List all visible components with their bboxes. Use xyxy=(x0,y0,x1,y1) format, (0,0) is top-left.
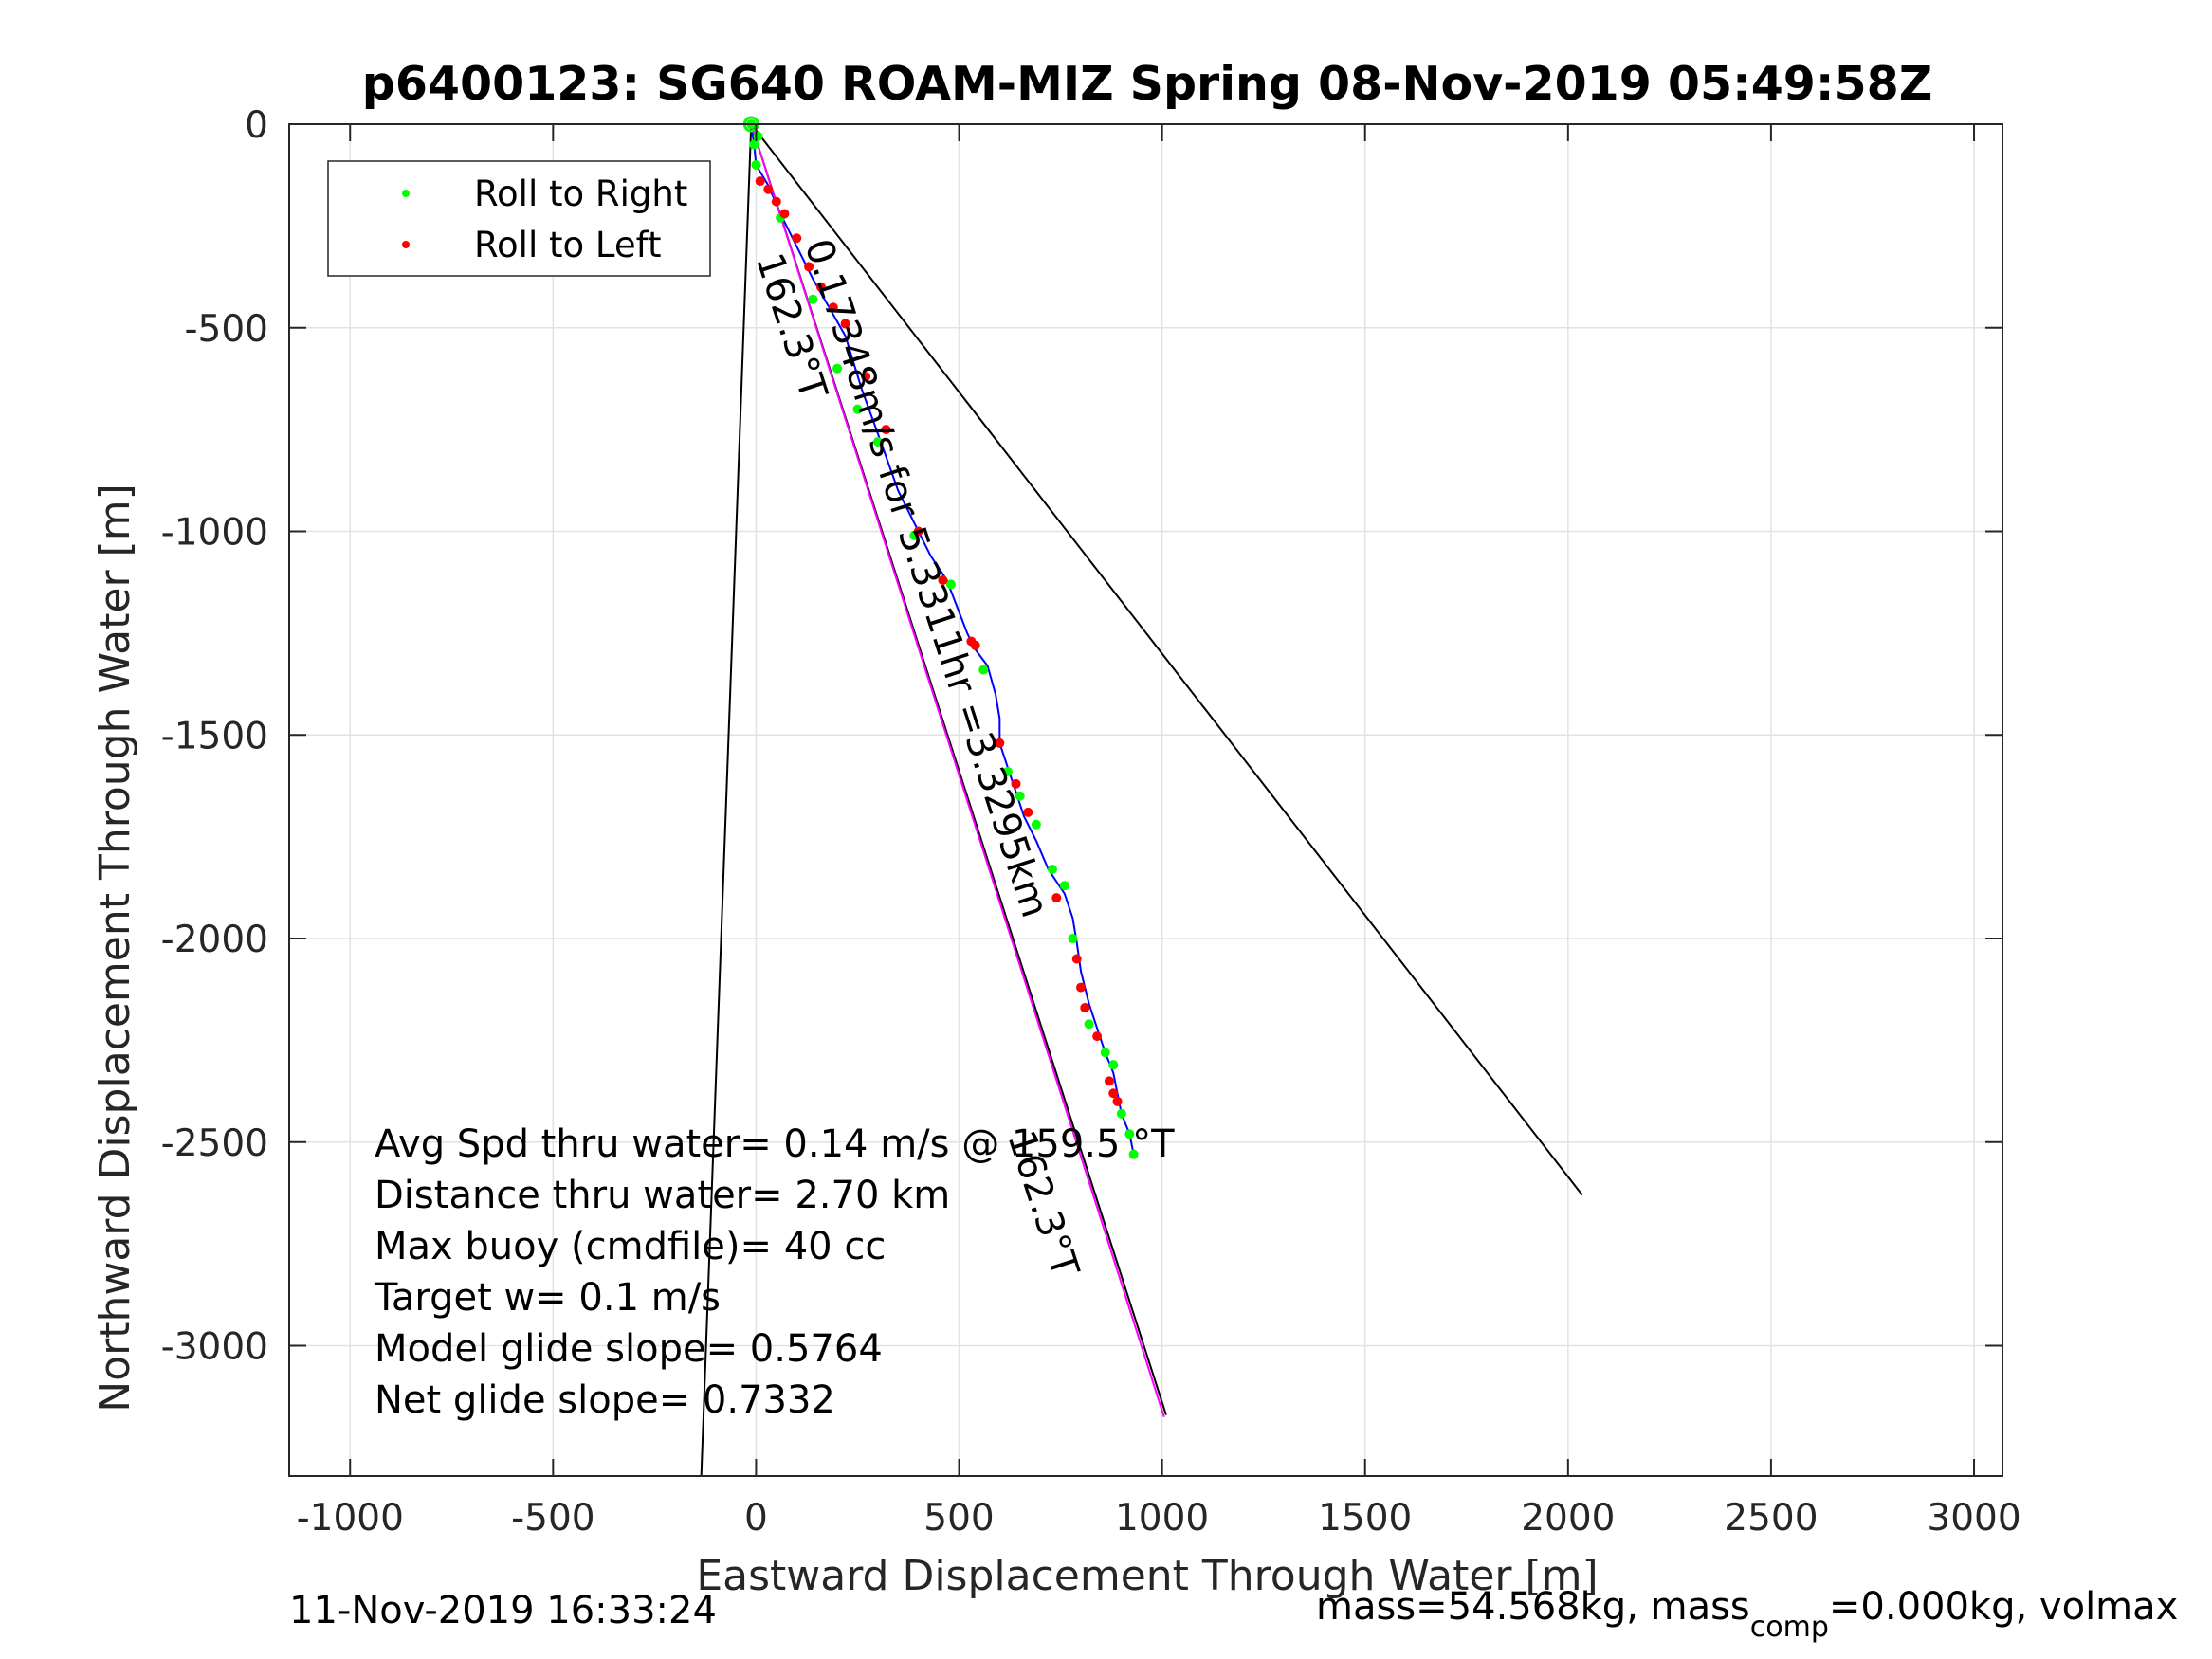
point-roll-to-left xyxy=(913,526,923,537)
point-roll-to-left xyxy=(779,209,790,219)
legend-box xyxy=(327,160,711,277)
legend-label-roll-left: Roll to Left xyxy=(474,225,662,265)
footer-mass: mass=54.568kg, masscomp=0.000kg, volmax xyxy=(1316,1585,2178,1644)
footer-mass-suffix: =0.000kg, volmax xyxy=(1829,1585,2178,1629)
point-roll-to-right xyxy=(1048,865,1058,875)
x-tick-label: 0 xyxy=(744,1497,768,1540)
y-axis-label: Northward Displacement Through Water [m] xyxy=(91,483,139,1412)
point-roll-to-left xyxy=(1108,1088,1119,1099)
series-line-3 xyxy=(750,123,1135,1155)
point-roll-to-left xyxy=(970,640,980,650)
x-tick-label: -1000 xyxy=(297,1497,404,1540)
point-roll-to-right xyxy=(1002,766,1013,776)
point-roll-to-right xyxy=(1108,1060,1119,1070)
point-roll-to-left xyxy=(804,262,814,272)
footer-timestamp: 11-Nov-2019 16:33:24 xyxy=(289,1589,717,1632)
x-tick-label: 1500 xyxy=(1318,1497,1412,1540)
point-roll-to-left xyxy=(1023,807,1033,817)
stat-max-buoy: Max buoy (cmdfile)= 40 cc xyxy=(375,1225,886,1268)
footer-mass-prefix: mass=54.568kg, mass xyxy=(1316,1585,1750,1629)
grid-lines xyxy=(289,123,2002,1476)
point-roll-to-left xyxy=(1092,1031,1103,1042)
point-roll-to-left xyxy=(861,372,871,382)
point-roll-to-right xyxy=(751,159,761,170)
legend-label-roll-right: Roll to Right xyxy=(474,173,687,214)
point-roll-to-right xyxy=(808,294,818,304)
legend-marker-roll-left xyxy=(402,241,410,248)
reference-line-3 xyxy=(750,123,1583,1196)
point-roll-to-right xyxy=(1068,934,1078,944)
point-roll-to-left xyxy=(1051,893,1062,903)
y-tick-label: -2500 xyxy=(161,1122,268,1165)
point-roll-to-left xyxy=(1075,982,1086,993)
y-tick-label: -500 xyxy=(184,308,268,351)
stat-distance: Distance thru water= 2.70 km xyxy=(375,1174,950,1217)
series-layer xyxy=(750,123,1165,1418)
point-roll-to-left xyxy=(938,575,948,586)
y-tick-label: -3000 xyxy=(161,1326,268,1369)
point-roll-to-left xyxy=(1011,778,1021,789)
axis-ticks: -1000 -500 0 500 1000 1500 2000 2500 3000 0 -500 -1… xyxy=(161,104,2021,1540)
point-roll-to-right xyxy=(1031,819,1041,830)
stat-net-glide: Net glide slope= 0.7332 xyxy=(375,1378,835,1422)
y-tick-label: -2000 xyxy=(161,919,268,961)
point-roll-to-left xyxy=(840,319,850,329)
point-roll-to-left xyxy=(881,425,891,435)
plot-frame xyxy=(288,123,2003,1477)
point-roll-to-left xyxy=(1104,1076,1114,1086)
point-roll-to-left xyxy=(995,738,1005,748)
x-tick-label: -500 xyxy=(511,1497,595,1540)
point-roll-to-right xyxy=(1116,1108,1126,1119)
series-line-4 xyxy=(750,123,1165,1418)
x-tick-label: 1000 xyxy=(1115,1497,1209,1540)
stat-avg-speed: Avg Spd thru water= 0.14 m/s @ 159.5 °T xyxy=(375,1122,1175,1166)
x-tick-label: 2500 xyxy=(1724,1497,1818,1540)
legend: Roll to Right Roll to Left xyxy=(327,160,711,277)
y-tick-label: -1000 xyxy=(161,512,268,555)
stat-target-w: Target w= 0.1 m/s xyxy=(374,1276,721,1320)
chart-title: p6400123: SG640 ROAM-MIZ Spring 08-Nov-2… xyxy=(362,57,1932,111)
legend-marker-roll-right xyxy=(402,190,410,197)
footer-mass-sub: comp xyxy=(1750,1611,1829,1644)
point-roll-to-left xyxy=(815,282,826,292)
marker-layer xyxy=(742,116,1139,1159)
point-roll-to-right xyxy=(945,579,956,590)
point-roll-to-right xyxy=(753,131,763,141)
point-roll-to-right xyxy=(1100,1048,1110,1058)
point-roll-to-right xyxy=(872,437,883,447)
point-roll-to-right xyxy=(1084,1019,1094,1030)
point-roll-to-right xyxy=(978,665,989,675)
point-roll-to-left xyxy=(1112,1096,1123,1106)
point-roll-to-left xyxy=(771,196,781,207)
point-roll-to-right xyxy=(832,363,843,374)
point-roll-to-left xyxy=(828,302,838,313)
point-roll-to-right xyxy=(1059,881,1069,891)
stats-block: Avg Spd thru water= 0.14 m/s @ 159.5 °T … xyxy=(374,1122,1175,1422)
point-roll-to-right xyxy=(1124,1129,1135,1139)
annotation-1: 0.17348m/s for 5.3311hr =3.3295km xyxy=(795,234,1056,923)
y-tick-label: -1500 xyxy=(161,715,268,757)
point-roll-to-left xyxy=(1080,1003,1090,1013)
point-roll-to-left xyxy=(755,176,765,187)
reference-line-2 xyxy=(700,123,753,1477)
stat-model-glide: Model glide slope= 0.5764 xyxy=(375,1327,883,1371)
point-roll-to-right xyxy=(749,139,759,150)
point-roll-to-left xyxy=(792,233,802,244)
x-axis-label: Eastward Displacement Through Water [m] xyxy=(696,1552,1598,1600)
x-tick-label: 2000 xyxy=(1521,1497,1615,1540)
point-roll-to-right xyxy=(852,404,863,414)
x-tick-label: 3000 xyxy=(1927,1497,2020,1540)
point-roll-to-right xyxy=(1128,1149,1139,1159)
point-roll-to-right xyxy=(1015,791,1025,801)
x-tick-label: 500 xyxy=(923,1497,994,1540)
point-roll-to-left xyxy=(763,184,774,194)
y-tick-label: 0 xyxy=(245,104,268,147)
point-roll-to-left xyxy=(1071,954,1082,964)
